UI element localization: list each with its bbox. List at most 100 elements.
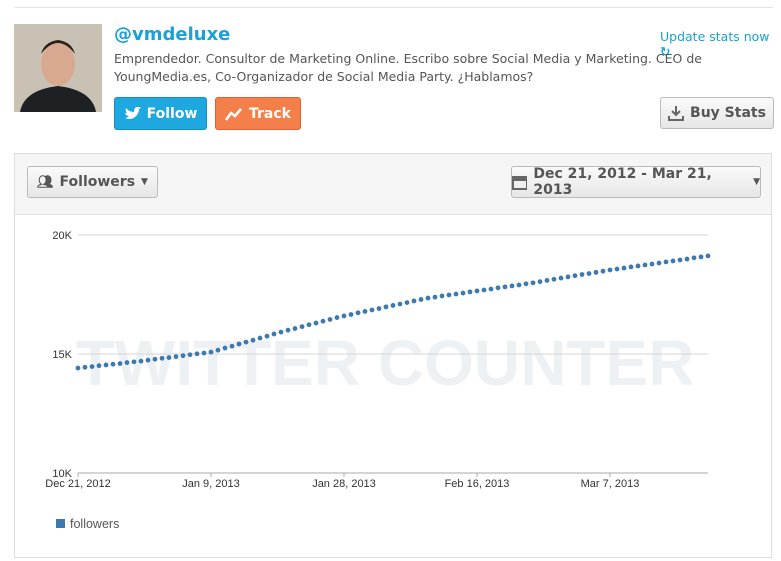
data-point [145,357,151,363]
data-point [698,254,704,260]
data-point [530,280,536,286]
metric-label[interactable]: Followers [59,174,136,190]
data-point [565,274,571,280]
data-point [75,365,81,371]
data-point [432,294,438,300]
data-point [572,273,578,279]
data-point [229,343,235,349]
follow-button[interactable]: Follow [114,97,207,130]
data-point [327,317,333,322]
x-tick-label: Feb 16, 2013 [445,478,510,490]
date-range-dropdown[interactable]: Dec 21, 2012 - Mar 21, 2013 ▼ [511,166,761,198]
data-point [656,260,662,266]
data-point [187,352,193,358]
data-point [341,313,347,319]
data-point [362,308,368,314]
watermark: TWITTER COUNTER [76,327,695,399]
data-point [208,349,214,355]
data-point [82,364,88,370]
data-point [481,287,487,293]
buy-stats-button[interactable]: Buy Stats [660,97,774,129]
data-point [201,350,207,356]
data-point [453,291,459,297]
data-point [320,318,326,324]
x-tick-label: Jan 9, 2013 [182,478,240,490]
data-point [110,361,116,367]
metric-dropdown[interactable]: 👥︎ Followers ▼ [27,166,158,198]
bio: Emprendedor. Consultor de Marketing Onli… [114,51,702,84]
update-text[interactable]: Update stats now [660,29,770,44]
data-point [299,324,305,330]
data-point [600,268,606,274]
data-point [180,353,186,359]
data-point [348,312,354,317]
data-point [684,256,690,262]
data-point [278,329,284,335]
chart: TWITTER COUNTER 10K 15K 20K Dec 21, 2012 Jan … [45,230,711,531]
bird-icon [124,106,141,119]
data-point [152,356,158,362]
data-point [117,361,123,366]
track-button[interactable]: Track [215,97,301,130]
data-point [614,266,620,272]
data-point [306,322,312,328]
data-point [96,363,102,369]
data-point [474,288,480,294]
data-point [285,327,291,333]
data-point [488,286,494,292]
y-tick-label: 20K [52,230,72,242]
data-point [194,351,200,357]
data-point [418,297,424,302]
x-tick-label: Dec 21, 2012 [45,478,110,490]
follow-label[interactable]: Follow [146,105,198,122]
data-point [677,257,683,263]
data-point [131,359,137,365]
data-point [502,284,508,290]
handle[interactable]: @vmdeluxe [114,24,231,45]
update-link[interactable]: Update stats now ↻ [660,29,770,59]
y-tick-label: 10K [52,468,72,480]
data-point [642,262,648,268]
data-point [628,264,634,270]
data-point [257,335,263,341]
data-point [537,279,543,285]
data-point [236,341,242,347]
data-point [292,326,298,331]
data-point [376,306,382,311]
data-point [439,293,445,299]
data-point [558,275,564,281]
data-point [215,347,221,353]
data-point [138,358,144,364]
data-point [89,364,95,370]
data-point [124,360,130,365]
data-point [397,301,403,307]
data-point [691,255,697,261]
data-point [222,345,228,351]
data-point [593,269,599,275]
data-point [586,271,592,276]
data-point [313,320,319,326]
data-point [159,355,165,361]
data-point [544,278,550,283]
data-point [705,253,711,259]
data-point [579,272,585,277]
y-tick-label: 15K [52,349,72,361]
buy-stats-label[interactable]: Buy Stats [690,105,766,121]
data-point [446,292,452,298]
data-point [334,315,340,320]
data-point [495,285,501,291]
data-point [369,307,375,313]
data-point [425,295,431,301]
data-point [166,355,172,360]
data-point [607,267,613,273]
data-point [271,331,277,337]
x-tick-label: Jan 28, 2013 [312,478,376,490]
avatar [14,24,102,112]
date-range-label[interactable]: Dec 21, 2012 - Mar 21, 2013 [533,166,712,198]
track-label[interactable]: Track [249,105,291,122]
data-point [635,263,641,269]
data-point [173,354,179,360]
data-point [404,300,410,305]
download-icon [668,106,685,121]
